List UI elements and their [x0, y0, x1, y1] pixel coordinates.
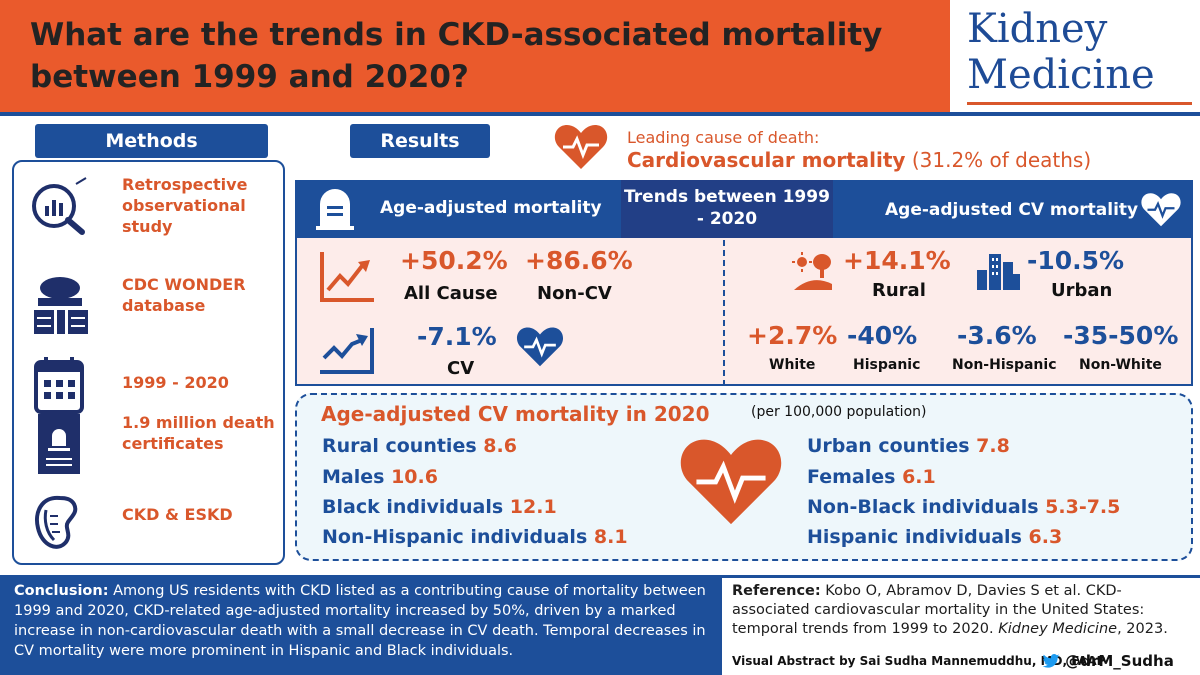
non-cv-label: Non-CV: [537, 283, 612, 304]
logo-line-2: Medicine: [967, 52, 1155, 98]
hispanic-pct: -40%: [847, 321, 918, 350]
non-white-pct: -35-50%: [1063, 321, 1179, 350]
method-text: CKD & ESKD: [122, 505, 233, 524]
stat-non-hispanic-individuals: Non-Hispanic individuals 8.1: [322, 526, 628, 548]
cv-mortality-2020-units: (per 100,000 population): [751, 404, 927, 420]
logo-underline: [967, 102, 1192, 105]
stat-value: 6.1: [902, 466, 936, 488]
page-title: What are the trends in CKD-associated mo…: [30, 17, 883, 95]
logo-line-1: Kidney: [967, 6, 1108, 52]
methods-panel: Retrospective observational study CDC WO…: [12, 160, 285, 565]
white-pct: +2.7%: [747, 321, 838, 350]
white-label: White: [769, 357, 816, 373]
twitter-handle-text[interactable]: @drM_Sudha: [1065, 652, 1174, 670]
results-tab: Results: [350, 124, 490, 158]
stat-label: Hispanic individuals: [807, 526, 1022, 548]
stat-non-black-individuals: Non-Black individuals 5.3-7.5: [807, 496, 1120, 518]
method-text: Retrospective observational study: [122, 175, 248, 236]
method-text: CDC WONDER database: [122, 275, 246, 315]
stat-value: 5.3-7.5: [1045, 496, 1121, 518]
stat-rural-counties: Rural counties 8.6: [322, 435, 517, 457]
header-divider: [0, 112, 1200, 116]
stat-label: Black individuals: [322, 496, 504, 518]
stat-label: Rural counties: [322, 435, 477, 457]
stat-value: 7.8: [976, 435, 1010, 457]
method-item-certificates: 1.9 million death certificates: [14, 410, 282, 480]
method-item-study: Retrospective observational study: [14, 172, 282, 242]
method-item-database: CDC WONDER database: [14, 272, 282, 342]
leading-cause-main: Cardiovascular mortality: [627, 148, 906, 172]
journal-logo: Kidney Medicine: [955, 0, 1200, 112]
tombstone-icon: [316, 189, 354, 230]
stat-value: 6.3: [1028, 526, 1063, 548]
database-icon: [34, 277, 88, 334]
reference-year: , 2023.: [1117, 621, 1168, 637]
calendar-icon: [34, 357, 84, 414]
stat-value: 10.6: [391, 466, 438, 488]
stat-males: Males 10.6: [322, 466, 438, 488]
stat-value: 12.1: [509, 496, 557, 518]
rural-label: Rural: [872, 280, 926, 301]
study-icon: [32, 177, 87, 235]
reference-text: Kobo O, Abramov D, Davies S et al. CKD-a…: [732, 583, 1145, 637]
stat-label: Females: [807, 466, 896, 488]
cv-pct: -7.1%: [417, 322, 497, 351]
death-certificate-icon: [38, 414, 80, 474]
kidney-icon: [35, 495, 78, 549]
non-hispanic-pct: -3.6%: [957, 321, 1037, 350]
reference-label: Reference:: [732, 583, 821, 599]
method-item-population: CKD & ESKD: [14, 490, 282, 560]
stat-urban-counties: Urban counties 7.8: [807, 435, 1010, 457]
method-item-dates: 1999 - 2020: [14, 352, 282, 422]
conclusion-text: Among US residents with CKD listed as a …: [14, 583, 706, 659]
non-white-label: Non-White: [1079, 357, 1162, 373]
leading-cause-pct: (31.2% of deaths): [911, 148, 1092, 172]
urban-label: Urban: [1051, 280, 1113, 301]
method-text: 1999 - 2020: [122, 373, 229, 392]
stat-females: Females 6.1: [807, 466, 936, 488]
stat-label: Urban counties: [807, 435, 970, 457]
leading-cause-label: Leading cause of death:: [627, 128, 820, 147]
stat-value: 8.1: [593, 526, 628, 548]
conclusion-panel: Conclusion: Among US residents with CKD …: [0, 575, 722, 675]
stat-hispanic-individuals: Hispanic individuals 6.3: [807, 526, 1062, 548]
author-credit: Visual Abstract by Sai Sudha Mannemuddhu…: [732, 654, 1106, 668]
panel-divider: [723, 240, 725, 386]
all-cause-label: All Cause: [404, 283, 498, 304]
stat-label: Non-Hispanic individuals: [322, 526, 588, 548]
stat-label: Males: [322, 466, 385, 488]
non-cv-pct: +86.6%: [525, 246, 633, 275]
declining-chart-icon: [320, 328, 374, 374]
stat-label: Non-Black individuals: [807, 496, 1039, 518]
method-text: 1.9 million death certificates: [122, 413, 275, 453]
all-cause-pct: +50.2%: [400, 246, 508, 275]
urban-icon: [977, 254, 1020, 290]
cv-mortality-header: Age-adjusted CV mortality: [885, 200, 1139, 220]
stat-black-individuals: Black individuals 12.1: [322, 496, 557, 518]
reference-panel: Reference: Kobo O, Abramov D, Davies S e…: [722, 575, 1200, 675]
heart-monitor-icon: [1141, 193, 1181, 227]
twitter-icon: [1042, 654, 1060, 668]
leading-cause-value: Cardiovascular mortality (31.2% of death…: [627, 148, 1091, 172]
rural-pct: +14.1%: [843, 246, 951, 275]
hispanic-label: Hispanic: [853, 357, 921, 373]
rural-icon: [792, 252, 832, 290]
trends-header: Trends between 1999 - 2020: [621, 180, 833, 238]
cv-mortality-2020-title: Age-adjusted CV mortality in 2020: [321, 402, 710, 426]
reference-journal: Kidney Medicine: [998, 621, 1118, 637]
age-adjusted-mortality-header: Age-adjusted mortality: [380, 198, 602, 218]
panel-border: [295, 238, 1193, 386]
cv-label: CV: [447, 358, 475, 379]
heart-icon: [554, 125, 608, 169]
conclusion-label: Conclusion:: [14, 583, 109, 599]
rising-chart-icon: [320, 252, 374, 302]
header-banner: [0, 0, 950, 112]
heart-icon: [680, 439, 782, 525]
urban-pct: -10.5%: [1027, 246, 1125, 275]
heart-icon: [516, 327, 564, 367]
non-hispanic-label: Non-Hispanic: [952, 357, 1057, 373]
methods-tab: Methods: [35, 124, 268, 158]
stat-value: 8.6: [483, 435, 517, 457]
twitter-handle[interactable]: @drM_Sudha: [1042, 652, 1174, 670]
